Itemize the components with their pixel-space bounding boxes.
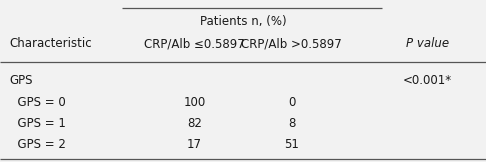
Text: 8: 8 bbox=[288, 117, 295, 130]
Text: P value: P value bbox=[406, 37, 449, 50]
Text: CRP/Alb >0.5897: CRP/Alb >0.5897 bbox=[241, 37, 342, 50]
Text: GPS = 1: GPS = 1 bbox=[10, 117, 66, 130]
Text: GPS: GPS bbox=[10, 75, 33, 87]
Text: <0.001*: <0.001* bbox=[403, 75, 452, 87]
Text: 51: 51 bbox=[284, 138, 299, 151]
Text: Characteristic: Characteristic bbox=[10, 37, 92, 50]
Text: GPS = 2: GPS = 2 bbox=[10, 138, 66, 151]
Text: 82: 82 bbox=[187, 117, 202, 130]
Text: GPS = 0: GPS = 0 bbox=[10, 96, 66, 109]
Text: 100: 100 bbox=[183, 96, 206, 109]
Text: CRP/Alb ≤0.5897: CRP/Alb ≤0.5897 bbox=[144, 37, 245, 50]
Text: 17: 17 bbox=[187, 138, 202, 151]
Text: 0: 0 bbox=[288, 96, 295, 109]
Text: Patients n, (%): Patients n, (%) bbox=[200, 15, 286, 28]
